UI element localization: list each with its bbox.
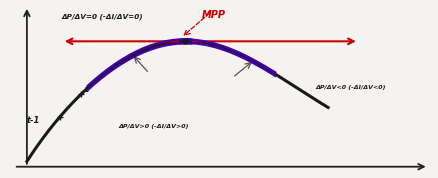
Text: t-1: t-1 xyxy=(27,116,40,125)
Text: t: t xyxy=(85,85,89,94)
Text: ΔP/ΔV<0 (-ΔI/ΔV<0): ΔP/ΔV<0 (-ΔI/ΔV<0) xyxy=(315,85,385,90)
Text: ΔP/ΔV=0 (-ΔI/ΔV=0): ΔP/ΔV=0 (-ΔI/ΔV=0) xyxy=(62,13,143,20)
Text: ΔP/ΔV>0 (-ΔI/ΔV>0): ΔP/ΔV>0 (-ΔI/ΔV>0) xyxy=(119,124,189,129)
Text: MPP: MPP xyxy=(201,10,226,20)
